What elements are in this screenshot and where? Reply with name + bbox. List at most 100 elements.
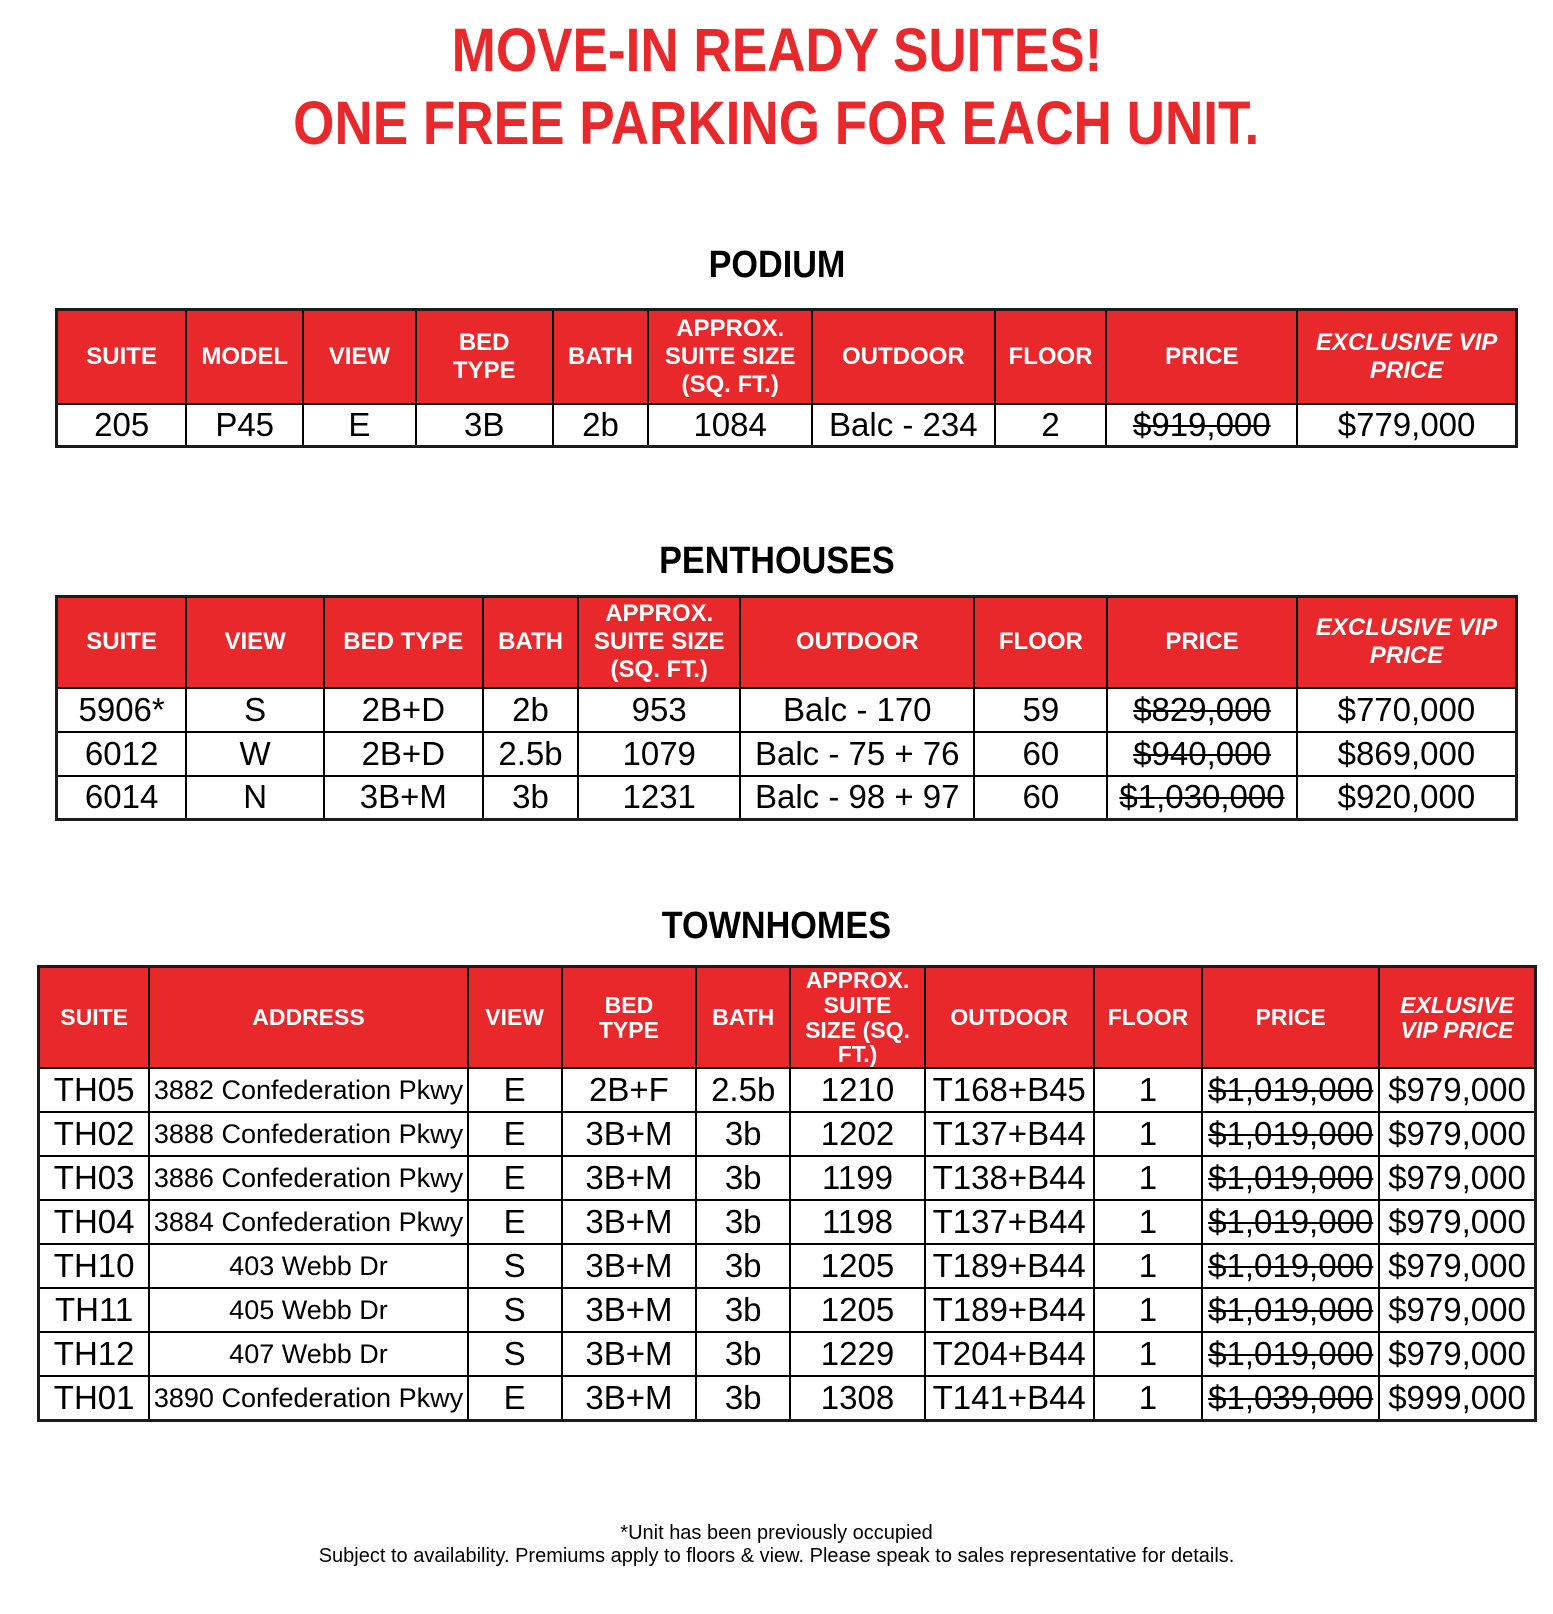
cell: TH05 — [37, 1067, 151, 1114]
column-header: OUTDOOR — [923, 965, 1095, 1070]
cell: 407 Webb Dr — [148, 1331, 469, 1378]
cell: TH03 — [37, 1155, 151, 1202]
cell: 3b — [695, 1199, 792, 1246]
cell: 2B+F — [560, 1067, 698, 1114]
column-header: ADDRESS — [148, 965, 469, 1070]
column-header: SUITE — [55, 308, 188, 405]
table-row: TH10 403 Webb Dr S 3B+M 3b 1205 T189+B44 1 $1,01… — [37, 1243, 1537, 1290]
cell: $979,000 — [1378, 1155, 1537, 1202]
header-row: SUITE MODEL VIEW BED TYPE BATH APPROX. SUITE … — [55, 308, 1518, 405]
column-header: BED TYPE — [414, 308, 554, 405]
column-header: OUTDOOR — [811, 308, 996, 405]
cell: 1 — [1092, 1111, 1204, 1158]
column-header: BATH — [695, 965, 792, 1070]
cell: T137+B44 — [923, 1111, 1095, 1158]
column-header: BATH — [551, 308, 650, 405]
table-row: TH11 405 Webb Dr S 3B+M 3b 1205 T189+B44 1 $1,01… — [37, 1287, 1537, 1334]
penthouses-table: SUITE VIEW BED TYPE BATH APPROX. SUITE SIZE … — [55, 595, 1518, 821]
column-header: VIEW — [302, 308, 417, 405]
cell: $770,000 — [1295, 686, 1518, 733]
cell: TH01 — [37, 1375, 151, 1422]
cell: 3884 Confederation Pkwy — [148, 1199, 469, 1246]
cell: 1 — [1092, 1155, 1204, 1202]
table-row: 6014 N 3B+M 3b 1231 Balc - 98 + 97 60 $1,030,00… — [55, 774, 1518, 821]
cell: 5906* — [55, 686, 188, 733]
cell: 3888 Confederation Pkwy — [148, 1111, 469, 1158]
cell: S — [466, 1331, 563, 1378]
cell: 1 — [1092, 1375, 1204, 1422]
cell: 3890 Confederation Pkwy — [148, 1375, 469, 1422]
cell: $1,019,000 — [1201, 1243, 1381, 1290]
table-row: 205 P45 E 3B 2b 1084 Balc - 234 2 $919,000 $779,0… — [55, 402, 1518, 448]
cell: $979,000 — [1378, 1243, 1537, 1290]
cell: 1308 — [789, 1375, 926, 1422]
cell: 403 Webb Dr — [148, 1243, 469, 1290]
cell: 2 — [993, 402, 1108, 448]
cell: 3B+M — [560, 1199, 698, 1246]
cell: 60 — [973, 730, 1109, 777]
cell: 2B+D — [322, 686, 484, 733]
cell: 1205 — [789, 1243, 926, 1290]
cell: 1231 — [577, 774, 742, 821]
cell: S — [466, 1287, 563, 1334]
cell: $1,019,000 — [1201, 1067, 1381, 1114]
cell: 1084 — [647, 402, 813, 448]
cell: 2.5b — [695, 1067, 792, 1114]
cell: $1,019,000 — [1201, 1331, 1381, 1378]
cell: 2B+D — [322, 730, 484, 777]
cell: $1,019,000 — [1201, 1155, 1381, 1202]
cell: N — [185, 774, 325, 821]
table-row: 5906* S 2B+D 2b 953 Balc - 170 59 $829,000 $770,… — [55, 686, 1518, 733]
flyer-page: MOVE-IN READY SUITES! ONE FREE PARKING F… — [0, 14, 1553, 1568]
cell: E — [466, 1111, 563, 1158]
table-row: TH01 3890 Confederation Pkwy E 3B+M 3b 1308 T1… — [37, 1375, 1537, 1422]
cell: T138+B44 — [923, 1155, 1095, 1202]
cell: 3B — [414, 402, 554, 448]
cell: Balc - 234 — [811, 402, 996, 448]
column-header: VIEW — [185, 595, 325, 689]
table-row: TH05 3882 Confederation Pkwy E 2B+F 2.5b 1210… — [37, 1067, 1537, 1114]
cell: 3b — [695, 1243, 792, 1290]
column-header: BATH — [481, 595, 580, 689]
cell: $920,000 — [1295, 774, 1518, 821]
cell: 3b — [481, 774, 580, 821]
cell: $1,019,000 — [1201, 1199, 1381, 1246]
cell: 953 — [577, 686, 742, 733]
cell: T141+B44 — [923, 1375, 1095, 1422]
table-row: TH12 407 Webb Dr S 3B+M 3b 1229 T204+B44 1 $1,01… — [37, 1331, 1537, 1378]
column-header: PRICE — [1106, 595, 1298, 689]
cell: TH04 — [37, 1199, 151, 1246]
cell: TH10 — [37, 1243, 151, 1290]
cell: $869,000 — [1295, 730, 1518, 777]
cell: 3886 Confederation Pkwy — [148, 1155, 469, 1202]
cell: P45 — [185, 402, 305, 448]
cell: E — [466, 1375, 563, 1422]
table-row: TH02 3888 Confederation Pkwy E 3B+M 3b 1202 T1… — [37, 1111, 1537, 1158]
townhomes-section: SUITE ADDRESS VIEW BED TYPE BATH APPROX. SUIT… — [0, 965, 1553, 1422]
cell: 205 — [55, 402, 188, 448]
cell: T204+B44 — [923, 1331, 1095, 1378]
cell: 1079 — [577, 730, 742, 777]
column-header: PRICE — [1201, 965, 1381, 1070]
section-heading-townhomes: TOWNHOMES — [661, 905, 892, 947]
footnotes: *Unit has been previously occupied Subje… — [0, 1522, 1553, 1568]
cell: 1198 — [789, 1199, 926, 1246]
column-header: BED TYPE — [322, 595, 484, 689]
cell: $829,000 — [1106, 686, 1298, 733]
cell: 1 — [1092, 1199, 1204, 1246]
column-header: FLOOR — [993, 308, 1108, 405]
title-line-1-text: MOVE-IN READY SUITES! — [451, 16, 1102, 84]
cell: T168+B45 — [923, 1067, 1095, 1114]
column-header: EXLUSIVE VIP PRICE — [1378, 965, 1537, 1070]
cell: 1 — [1092, 1067, 1204, 1114]
cell: 3B+M — [560, 1331, 698, 1378]
penthouses-section: SUITE VIEW BED TYPE BATH APPROX. SUITE SIZE … — [0, 595, 1553, 821]
table-row: TH04 3884 Confederation Pkwy E 3B+M 3b 1198 T1… — [37, 1199, 1537, 1246]
cell: 1 — [1092, 1287, 1204, 1334]
cell: 2.5b — [481, 730, 580, 777]
column-header: APPROX. SUITE SIZE (SQ. FT.) — [577, 595, 742, 689]
cell: $1,030,000 — [1106, 774, 1298, 821]
cell: 1199 — [789, 1155, 926, 1202]
cell: E — [466, 1199, 563, 1246]
cell: $979,000 — [1378, 1331, 1537, 1378]
